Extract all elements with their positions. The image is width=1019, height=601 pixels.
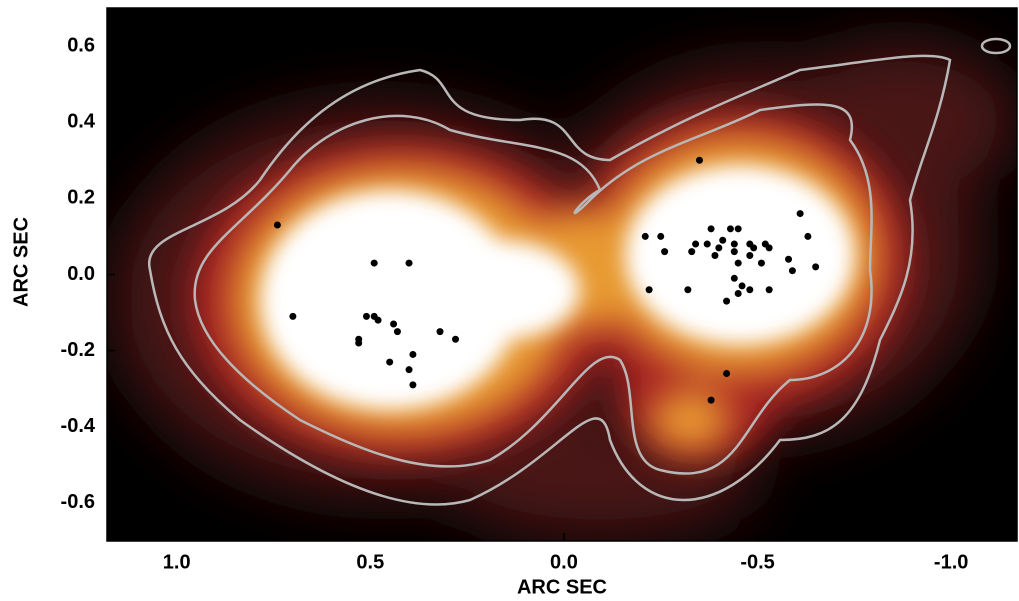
point [726, 225, 734, 233]
point [641, 232, 649, 240]
point [765, 244, 773, 252]
y-axis-label: ARC SEC [10, 217, 32, 307]
point [393, 328, 401, 336]
point [452, 335, 460, 343]
point [405, 259, 413, 267]
point [765, 286, 773, 294]
contour [193, 103, 873, 475]
point [289, 312, 297, 320]
point [661, 248, 669, 256]
y-tick-label: 0.2 [67, 187, 95, 209]
point [695, 156, 703, 164]
point [723, 297, 731, 305]
y-tick-label: -0.2 [61, 339, 95, 361]
point [645, 286, 653, 294]
intensity-map [107, 8, 1017, 541]
point [785, 255, 793, 263]
point [746, 251, 754, 259]
point [273, 221, 281, 229]
y-tick-label: 0.6 [67, 34, 95, 56]
point [409, 350, 417, 358]
y-tick-label: -0.6 [61, 491, 95, 513]
point [715, 244, 723, 252]
point [436, 328, 444, 336]
x-tick-label: -0.5 [740, 551, 774, 573]
point [757, 259, 765, 267]
point [657, 232, 665, 240]
point [788, 267, 796, 275]
point [730, 248, 738, 256]
x-tick-label: 1.0 [163, 551, 191, 573]
point [707, 396, 715, 404]
point [703, 240, 711, 248]
point [734, 259, 742, 267]
point [812, 263, 820, 271]
point [409, 381, 417, 389]
point [804, 232, 812, 240]
point [688, 248, 696, 256]
point [738, 282, 746, 290]
y-tick-label: -0.4 [61, 415, 96, 437]
point [370, 259, 378, 267]
y-tick-label: 0.4 [67, 110, 96, 132]
y-tick-label: 0.0 [67, 263, 95, 285]
contour [980, 37, 1012, 55]
point [684, 286, 692, 294]
point [730, 274, 738, 282]
point [719, 236, 727, 244]
point [711, 251, 719, 259]
x-tick-label: 0.5 [356, 551, 384, 573]
point [405, 366, 413, 374]
point [362, 312, 370, 320]
point [692, 240, 700, 248]
point [796, 210, 804, 218]
x-tick-label: 0.0 [550, 551, 578, 573]
x-tick-label: -1.0 [934, 551, 968, 573]
point [750, 244, 758, 252]
x-axis-label: ARC SEC [517, 576, 607, 598]
point [374, 316, 382, 324]
point [746, 286, 754, 294]
point [734, 290, 742, 298]
point [390, 320, 398, 328]
point [707, 225, 715, 233]
point [730, 240, 738, 248]
point [723, 369, 731, 377]
point [355, 339, 363, 347]
contour [147, 54, 952, 506]
point [734, 225, 742, 233]
point [386, 358, 394, 366]
